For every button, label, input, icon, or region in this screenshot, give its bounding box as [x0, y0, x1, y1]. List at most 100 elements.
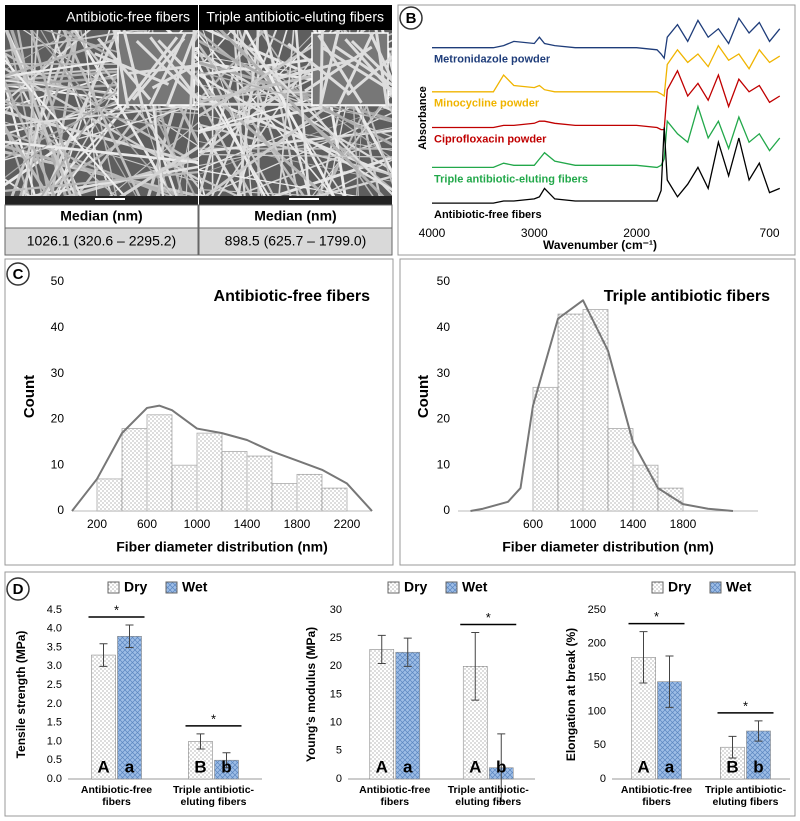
fiber	[84, 30, 98, 205]
fiber	[199, 39, 392, 135]
y-tick-label: 4.5	[47, 604, 62, 616]
histogram-bar	[271, 483, 298, 512]
error-bar	[497, 733, 506, 803]
legend-label: Wet	[182, 579, 208, 595]
header-band	[199, 5, 392, 30]
fiber	[5, 52, 82, 205]
fiber	[5, 122, 34, 205]
x-tick-label: 1400	[234, 517, 261, 531]
y-tick-label: 150	[588, 672, 606, 684]
category-label: Triple antibiotic-eluting fibers	[172, 784, 255, 808]
fiber	[278, 175, 392, 205]
error-bar	[222, 752, 231, 769]
histogram-bar	[121, 428, 148, 512]
y-tick-label: 30	[330, 604, 342, 616]
fiber	[5, 140, 198, 164]
fiber	[258, 30, 380, 205]
y-tick-label: 40	[51, 320, 65, 334]
y-tick-label: 30	[437, 366, 451, 380]
table-cell	[198, 227, 393, 256]
y-tick-label: 2.0	[47, 698, 62, 710]
fiber	[149, 36, 198, 102]
fiber	[5, 178, 45, 205]
y-axis-label: Tensile strength (MPa)	[14, 631, 28, 759]
histogram-bar	[246, 455, 273, 512]
y-tick-label: 0.0	[47, 773, 62, 785]
panel-frame	[397, 4, 796, 256]
fiber	[199, 121, 248, 205]
histogram-bar	[632, 464, 659, 512]
legend-swatch	[165, 581, 178, 594]
fiber	[5, 30, 76, 205]
x-axis-label: Wavenumber (cm⁻¹)	[543, 238, 657, 252]
group-letter: B	[194, 757, 206, 776]
x-tick-label: 700	[760, 226, 780, 240]
y-tick-label: 200	[588, 638, 606, 650]
fiber	[5, 171, 198, 192]
y-tick-label: 10	[330, 717, 342, 729]
error-bar	[754, 720, 763, 742]
fiber	[263, 30, 314, 205]
category-label: Triple antibiotic-eluting fibers	[704, 784, 787, 808]
significance-mark: *	[114, 602, 119, 617]
y-axis-label: Elongation at break (%)	[564, 628, 578, 761]
y-tick-label: 20	[437, 412, 451, 426]
fiber	[300, 159, 392, 205]
fiber	[71, 30, 198, 188]
fiber	[236, 30, 253, 205]
y-tick-label: 0.5	[47, 754, 62, 766]
fiber	[199, 123, 392, 176]
fiber	[199, 30, 266, 102]
fiber	[42, 30, 198, 78]
fiber	[38, 30, 120, 205]
histogram-bar	[321, 487, 348, 512]
fiber	[137, 30, 187, 205]
fiber	[199, 30, 318, 152]
fiber	[244, 30, 340, 205]
y-tick-label: 10	[437, 457, 451, 471]
fiber	[199, 56, 392, 104]
legend-label: Dry	[668, 579, 692, 595]
histogram-bar	[557, 313, 584, 512]
fiber	[199, 127, 392, 167]
panel-letter: B	[406, 10, 417, 27]
fiber	[318, 30, 341, 109]
x-tick-label: 1800	[284, 517, 311, 531]
group-letter: a	[665, 757, 675, 776]
fiber	[317, 34, 363, 104]
histogram-bar	[171, 464, 198, 512]
category-label: Antibiotic-free fibers	[620, 784, 693, 808]
micrograph-footer	[5, 196, 198, 205]
error-bar	[639, 631, 648, 684]
y-tick-label: 3.0	[47, 660, 62, 672]
histogram-bar	[146, 414, 173, 512]
y-tick-label: 1.5	[47, 717, 62, 729]
series-label: Triple antibiotic-eluting fibers	[434, 173, 588, 185]
y-tick-label: 100	[588, 705, 606, 717]
chart-title: Triple antibiotic fibers	[604, 288, 770, 305]
fiber	[304, 93, 392, 205]
fiber	[49, 30, 80, 205]
group-letter: a	[125, 757, 135, 776]
fiber	[5, 62, 198, 78]
table-header: Median (nm)	[254, 208, 336, 224]
fiber	[5, 110, 198, 165]
significance-mark: *	[654, 609, 659, 624]
fit-curve	[470, 299, 734, 512]
fiber	[5, 58, 198, 159]
fiber	[98, 122, 198, 205]
x-tick-label: 1000	[184, 517, 211, 531]
panel-letter: D	[13, 581, 24, 598]
fiber	[5, 30, 92, 103]
fiber	[30, 30, 33, 205]
table-header: Median (nm)	[60, 208, 142, 224]
panel-badge	[6, 262, 30, 286]
bar	[395, 651, 421, 780]
fiber	[5, 67, 198, 181]
fiber	[175, 92, 198, 205]
y-tick-label: 2.5	[47, 679, 62, 691]
fiber	[277, 58, 356, 80]
error-bar	[665, 655, 674, 708]
y-tick-label: 40	[437, 320, 451, 334]
